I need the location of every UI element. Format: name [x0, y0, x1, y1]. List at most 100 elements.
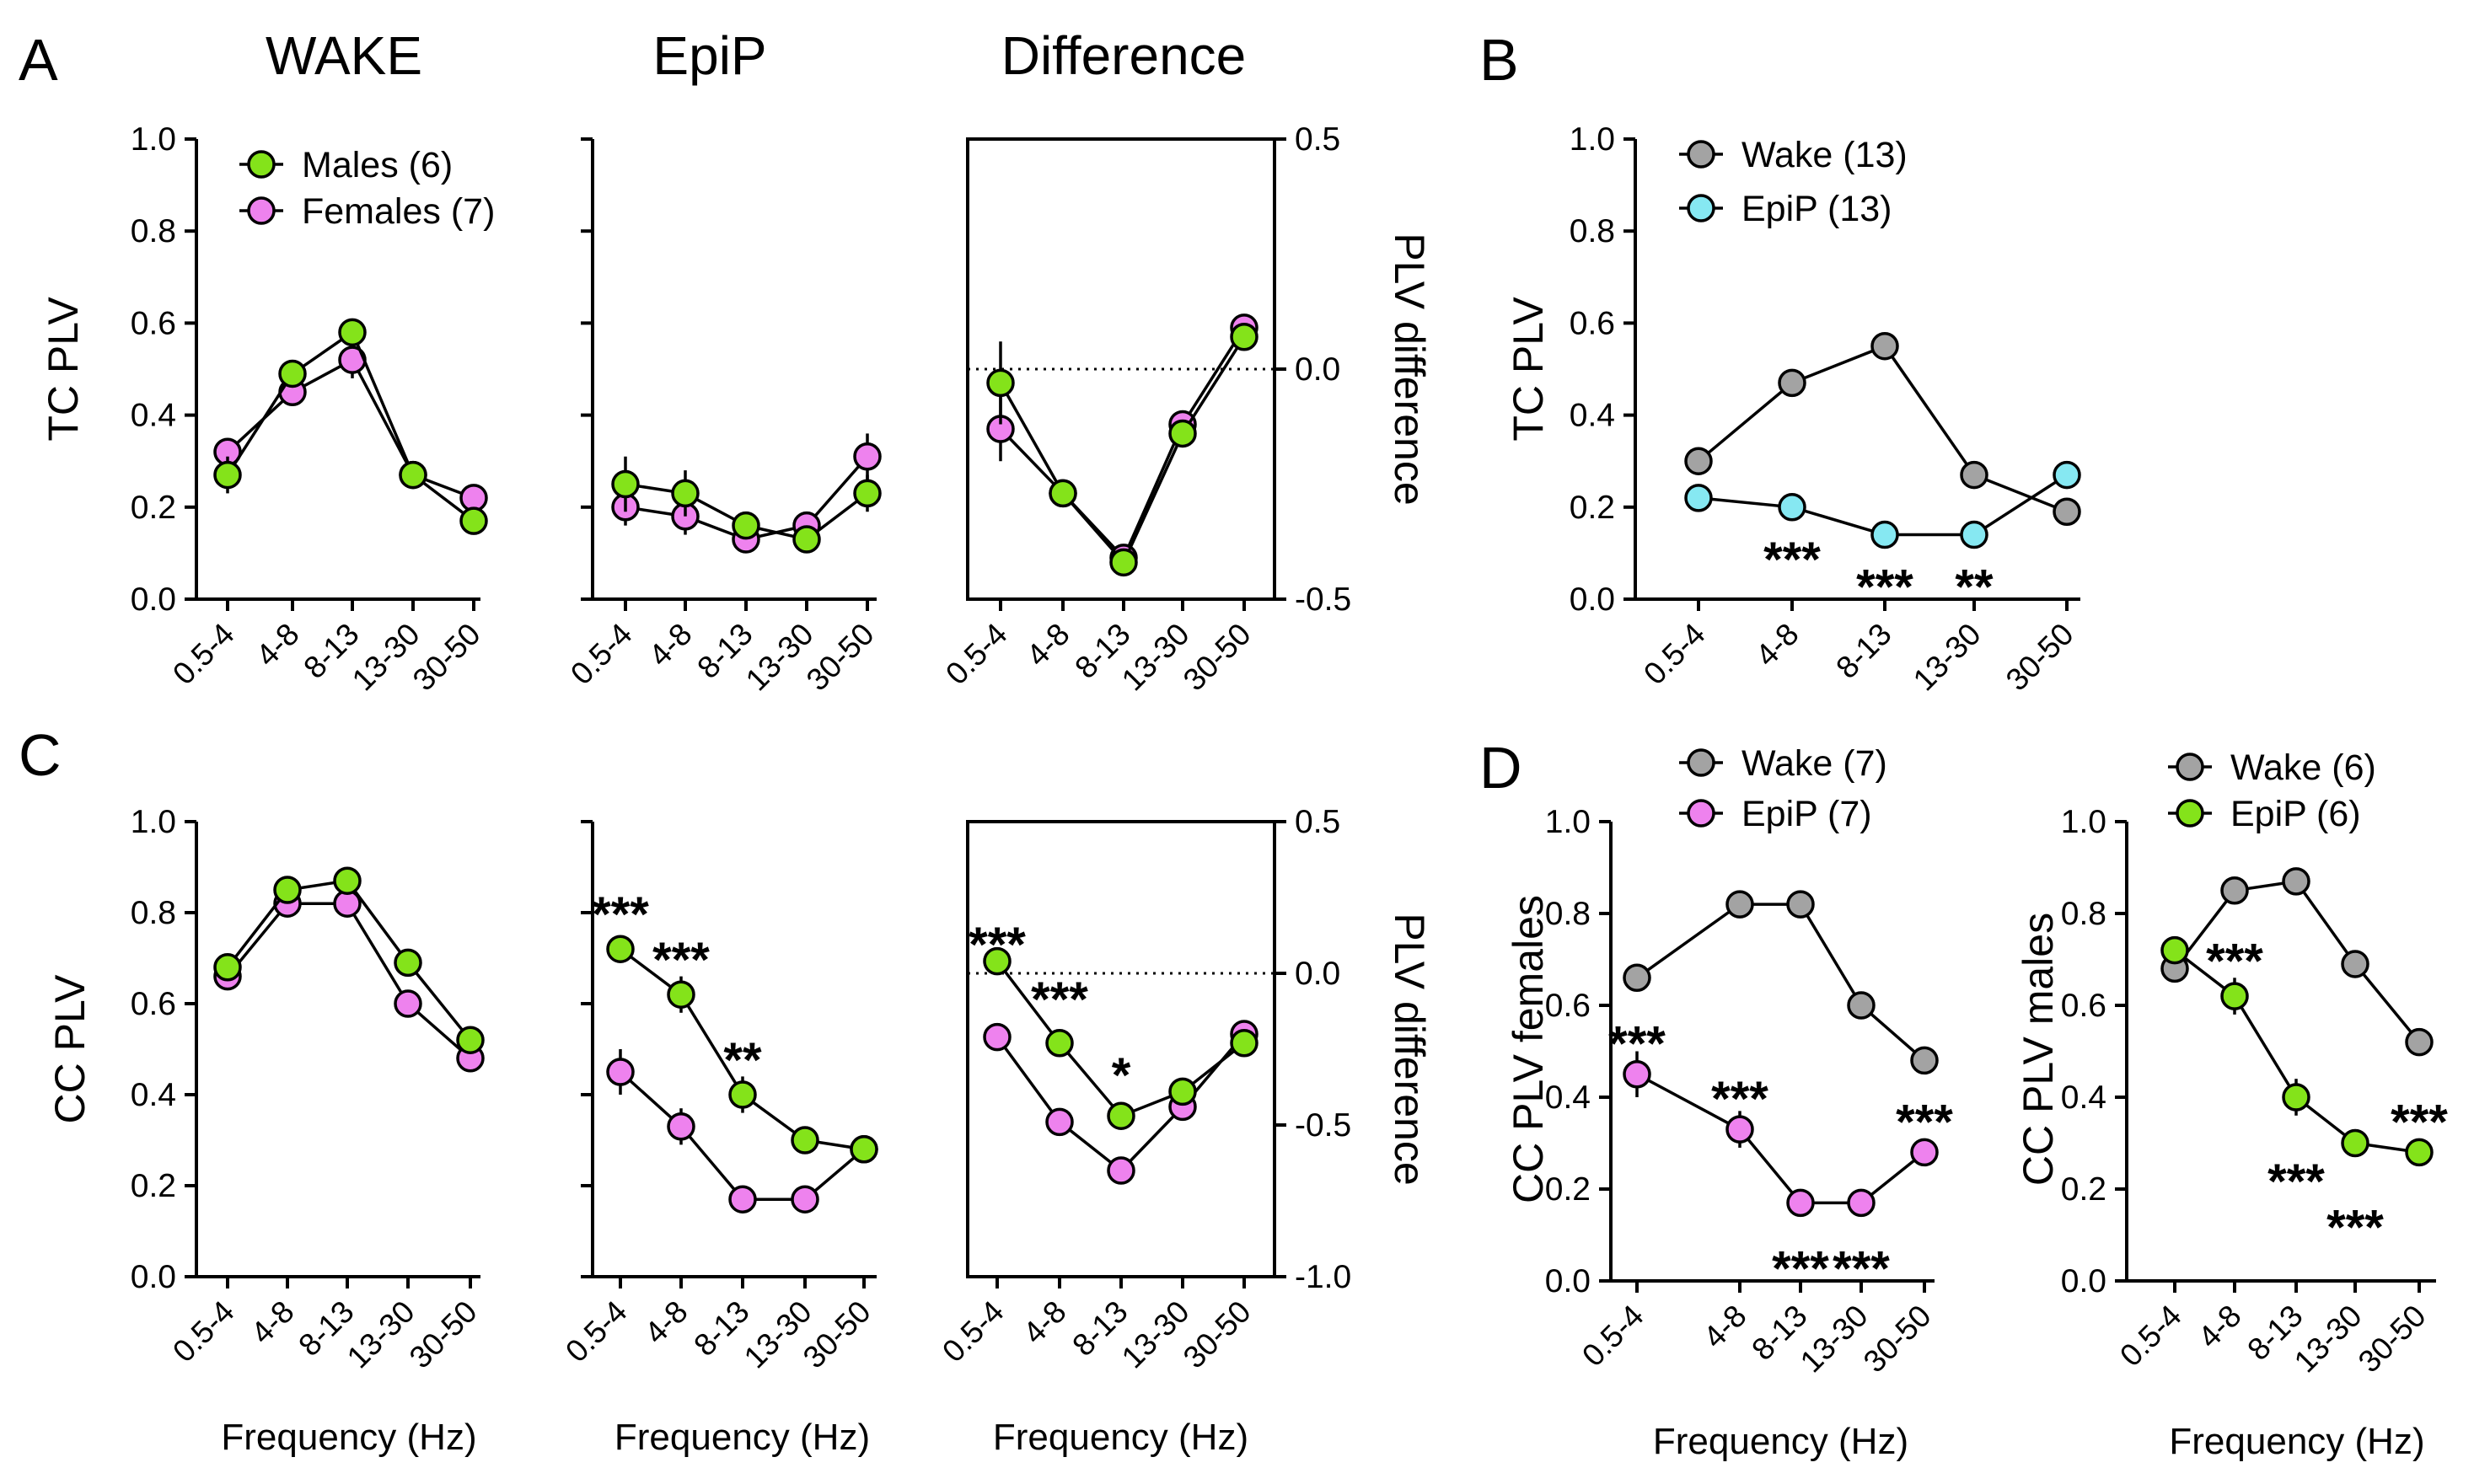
x-axis-label: Frequency (Hz)	[993, 1417, 1248, 1458]
x-tick-label: 13-30	[341, 1294, 421, 1375]
significance-mark: ***	[1608, 1017, 1666, 1072]
data-point	[1778, 493, 1806, 522]
data-point	[1684, 447, 1713, 475]
data-point	[850, 1135, 878, 1164]
legend-marker	[2176, 753, 2204, 781]
y-tick-label: 0.5	[1295, 804, 1340, 840]
significance-mark: **	[1955, 560, 1994, 615]
y-axis-label: CC PLV	[46, 974, 94, 1124]
significance-mark: ***	[2391, 1095, 2448, 1149]
series-line	[999, 326, 1246, 560]
data-point	[728, 1185, 757, 1213]
significance-mark: ***	[1031, 972, 1088, 1027]
x-tick-label: 30-50	[1999, 617, 2080, 698]
data-point	[1910, 1138, 1939, 1167]
data-point	[1045, 1107, 1074, 1137]
y-tick-label: 0.6	[1545, 988, 1591, 1024]
plots-layer: 0.00.20.40.60.81.00.5-4 4-88-1313-3030-50…	[40, 25, 2448, 1462]
data-point	[2053, 497, 2081, 527]
x-tick-label: 4-8	[250, 617, 306, 673]
data-point	[606, 935, 635, 963]
series-line	[999, 335, 1246, 565]
y-tick-label: 0.0	[1295, 956, 1340, 992]
x-tick-label: 30-50	[1177, 1294, 1258, 1375]
x-tick-label: 4-8	[1697, 1299, 1753, 1355]
significance-mark: ***	[592, 887, 649, 942]
legend-marker	[1687, 140, 1715, 169]
y-axis-label: PLV difference	[1386, 233, 1433, 505]
y-tick-label: 1.0	[131, 121, 176, 158]
significance-mark: **	[723, 1033, 762, 1088]
y-tick-label: 0.0	[1570, 581, 1615, 618]
y-tick-label: 0.0	[1295, 351, 1340, 388]
y-tick-label: 0.0	[2061, 1263, 2106, 1299]
y-tick-label: 0.2	[2061, 1171, 2106, 1208]
data-point	[1230, 323, 1258, 351]
legend-marker	[1687, 799, 1715, 828]
y-tick-label: 0.0	[131, 581, 176, 618]
y-tick-label: 0.8	[1570, 213, 1615, 249]
x-tick-label: 4-8	[244, 1294, 301, 1351]
data-point	[273, 876, 302, 904]
data-point	[333, 866, 362, 895]
x-tick-label: 30-50	[2352, 1299, 2433, 1380]
y-tick-label: 0.8	[131, 895, 176, 931]
y-tick-label: 0.2	[1570, 490, 1615, 526]
significance-mark: ***	[2267, 1155, 2325, 1209]
x-tick-label: 4-8	[1020, 617, 1076, 673]
data-point	[1725, 890, 1754, 919]
x-tick-label: 4-8	[1749, 617, 1806, 673]
data-point	[606, 1058, 635, 1086]
y-tick-label: 1.0	[2061, 804, 2106, 840]
y-tick-label: 0.6	[131, 305, 176, 341]
legend-label: Wake (7)	[1741, 743, 1887, 784]
legend-marker	[247, 196, 276, 225]
significance-mark: ***	[1833, 1242, 1890, 1297]
x-tick-label: 0.5-4	[939, 617, 1014, 692]
significance-mark: ***	[652, 933, 710, 988]
x-tick-label: 13-30	[1115, 1294, 1196, 1375]
x-tick-label: 4-8	[2192, 1299, 2248, 1355]
y-tick-label: 0.0	[131, 1259, 176, 1295]
data-point	[2405, 1138, 2434, 1167]
x-tick-label: 30-50	[797, 1294, 877, 1375]
data-point	[1623, 1060, 1651, 1089]
legend-marker	[1687, 194, 1715, 222]
data-point	[1230, 1029, 1258, 1058]
data-point	[1623, 963, 1651, 993]
data-point	[2282, 867, 2310, 896]
y-axis-label: CC PLV males	[2015, 913, 2062, 1186]
x-tick-label: 0.5-4	[936, 1294, 1011, 1369]
x-tick-label: 0.5-4	[166, 617, 241, 692]
data-point	[1049, 479, 1077, 508]
data-point	[611, 469, 640, 499]
y-tick-label: -0.5	[1295, 1107, 1351, 1144]
x-axis-label: Frequency (Hz)	[221, 1417, 476, 1458]
data-point	[1168, 1077, 1197, 1106]
series-line	[1636, 1073, 1926, 1205]
data-point	[1778, 368, 1806, 398]
chart-c-wake: 0.00.20.40.60.81.00.5-4 4-88-1313-3030-50…	[46, 804, 485, 1458]
y-axis-label: CC PLV females	[1505, 895, 1552, 1203]
data-point	[1910, 1046, 1939, 1075]
chart-title: WAKE	[266, 25, 422, 86]
legend-label: Males (6)	[302, 145, 453, 185]
y-tick-label: 0.4	[131, 1077, 176, 1113]
legend-marker	[2176, 799, 2204, 828]
data-point	[728, 1080, 757, 1109]
data-point	[2341, 1128, 2369, 1158]
data-point	[791, 1126, 819, 1155]
significance-mark: ***	[1711, 1072, 1768, 1127]
y-tick-label: 0.2	[131, 1168, 176, 1204]
data-point	[459, 506, 488, 535]
data-point	[1109, 548, 1138, 577]
chart-c-epip: 0.5-4 4-88-1313-3030-50********Frequency …	[559, 820, 878, 1458]
x-tick-label: 30-50	[1177, 617, 1258, 698]
y-tick-label: 0.4	[2061, 1080, 2106, 1116]
data-point	[667, 980, 695, 1009]
data-point	[2282, 1083, 2310, 1112]
data-point	[986, 368, 1015, 398]
series-line	[226, 357, 475, 500]
x-axis-label: Frequency (Hz)	[1653, 1421, 1908, 1462]
data-point	[278, 359, 307, 388]
